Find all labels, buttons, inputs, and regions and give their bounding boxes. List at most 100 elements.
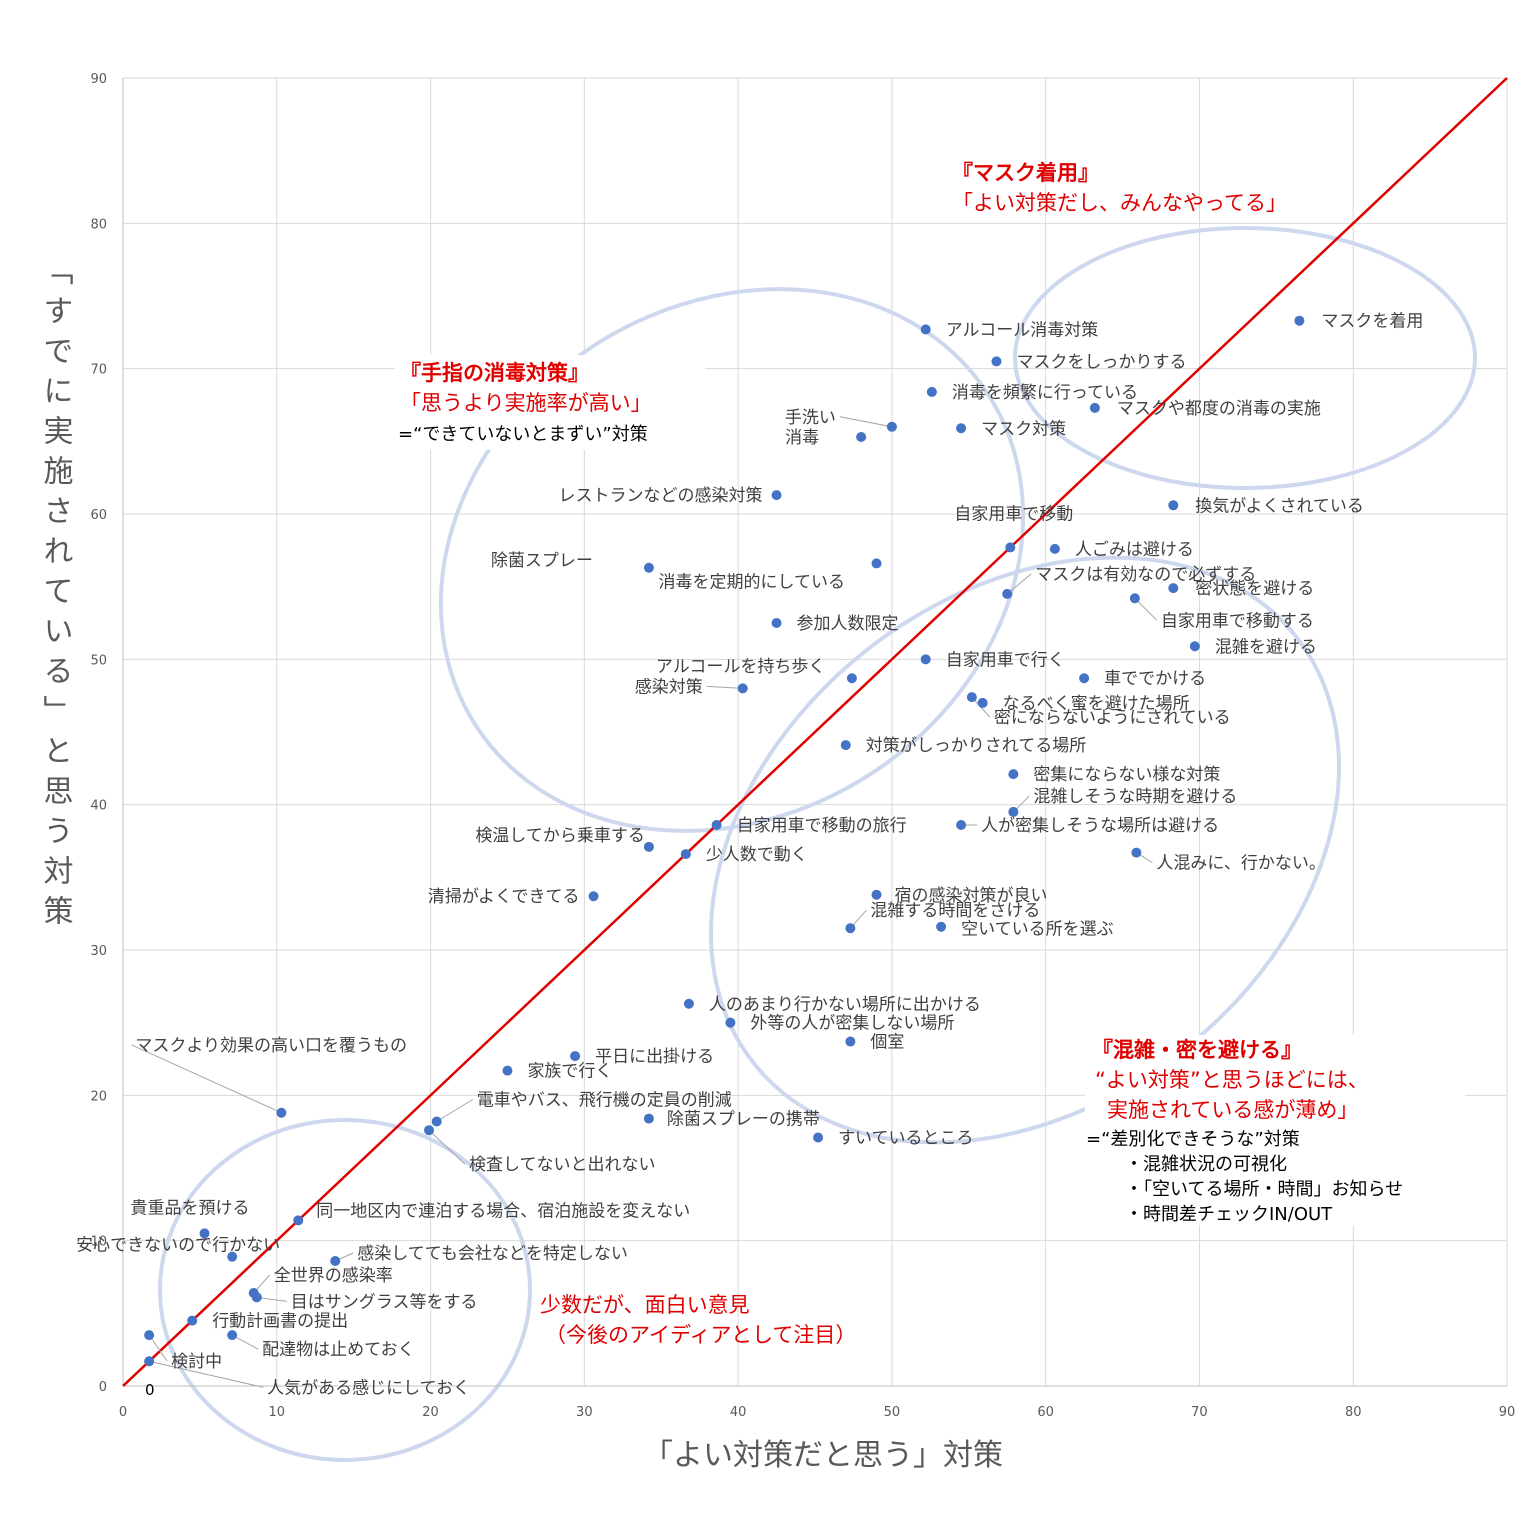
data-point <box>502 1065 513 1076</box>
point-label: 自家用車で移動する <box>1161 611 1314 631</box>
leader-line <box>131 1044 282 1114</box>
leader-line <box>839 416 892 428</box>
data-point <box>845 1036 856 1047</box>
point-label: マスクを着用 <box>1321 312 1423 332</box>
data-point <box>1168 500 1179 511</box>
point-label: 目はサングラス等をする <box>291 1292 478 1312</box>
annotation-minority-line1: 少数だが、面白い意見 <box>540 1293 750 1317</box>
point-label: なるべく蜜を避けた場所 <box>1003 694 1190 714</box>
data-point <box>1049 543 1060 554</box>
point-label: 人気がある感じにしておく <box>267 1378 470 1398</box>
point-label: 家族で行く <box>527 1062 612 1082</box>
point-label: 検査してないと出れない <box>469 1155 656 1175</box>
point-label: 混雑を避ける <box>1215 637 1317 657</box>
leader-line <box>148 1334 168 1362</box>
data-point <box>199 1228 210 1239</box>
point-label: マスクをしっかりする <box>1016 352 1186 372</box>
data-point <box>856 431 867 442</box>
annotation-minority-line2: （今後のアイディアとして注目） <box>545 1323 856 1347</box>
y-tick-label: 40 <box>90 799 107 814</box>
y-tick-label: 60 <box>90 508 107 523</box>
point-label: 混雑する時間をさける <box>870 901 1040 921</box>
data-point <box>1008 806 1019 817</box>
data-point <box>711 820 722 831</box>
data-point <box>1294 315 1305 326</box>
data-point <box>737 683 748 694</box>
leader-line <box>1006 573 1032 595</box>
data-point <box>1131 847 1142 858</box>
point-label: 安心できないので行かない <box>76 1236 280 1256</box>
data-point <box>251 1292 262 1303</box>
point-label: マスク対策 <box>981 419 1066 439</box>
reference-diagonal-line <box>122 77 1508 1387</box>
x-tick-label: 10 <box>269 1405 286 1420</box>
annotation-crowd-bullet3: ・時間差チェックIN/OUT <box>1125 1204 1333 1225</box>
y-tick-label: 70 <box>90 363 107 378</box>
data-point <box>144 1330 155 1341</box>
data-point <box>920 654 931 665</box>
point-label: 密にならないようにされている <box>994 708 1231 728</box>
data-point <box>926 386 937 397</box>
leader-line <box>256 1296 287 1302</box>
point-label: 清掃がよくできてる <box>428 887 580 907</box>
data-point <box>977 697 988 708</box>
point-label: 配達物は止めておく <box>262 1340 415 1360</box>
data-point <box>886 421 897 432</box>
data-point <box>680 849 691 860</box>
x-tick-label: 70 <box>1191 1405 1208 1420</box>
x-tick-label: 20 <box>422 1405 439 1420</box>
point-label: 少人数で動く <box>706 845 808 865</box>
x-tick-label: 0 <box>119 1405 127 1420</box>
annotation-hand-line2: =“できていないとまずい”対策 <box>398 424 648 445</box>
annotation-crowd-bg <box>1085 1035 1465 1225</box>
point-label: 貴重品を預ける <box>131 1198 250 1218</box>
point-label: 自家用車で移動の旅行 <box>737 816 907 836</box>
point-label: 手洗い <box>785 408 836 428</box>
data-point <box>1168 583 1179 594</box>
data-point <box>1189 641 1200 652</box>
leader-line <box>436 1099 473 1122</box>
annotation-crowd-title: 『混雑・密を避ける』 <box>1092 1038 1302 1062</box>
data-point <box>276 1107 287 1118</box>
y-tick-label: 10 <box>90 1235 107 1250</box>
annotation-crowd-bullet2: ・「空いてる場所・時間」お知らせ <box>1125 1179 1403 1200</box>
point-label: 電車やバス、飛行機の定員の削減 <box>477 1090 732 1110</box>
point-label: 密集にならない様な対策 <box>1033 765 1220 785</box>
data-point <box>840 740 851 751</box>
data-point <box>588 891 599 902</box>
point-label: 外等の人が密集しない場所 <box>750 1014 954 1034</box>
point-label: 検温してから乗車する <box>475 826 645 846</box>
point-label: マスクや都度の消毒の実施 <box>1117 399 1321 419</box>
data-point <box>771 490 782 501</box>
point-label: 全世界の感染率 <box>274 1266 393 1286</box>
leader-line <box>706 685 743 689</box>
data-point <box>956 423 967 434</box>
data-point <box>293 1215 304 1226</box>
point-label: すいているところ <box>838 1128 974 1148</box>
point-label: 人混みに、行かない。 <box>1156 854 1326 874</box>
point-label: 人のあまり行かない場所に出かける <box>709 995 981 1015</box>
point-label: 混雑しそうな時期を避ける <box>1033 787 1237 807</box>
point-label: 空いている所を選ぶ <box>961 920 1114 940</box>
annotation-hand: 『手指の消毒対策』 「思うより実施率が高い」 =“できていないとまずい”対策 <box>395 355 705 450</box>
point-label: 除菌スプレーの携帯 <box>667 1110 820 1130</box>
x-tick-label: 40 <box>730 1405 747 1420</box>
point-label: 消毒 <box>785 428 819 448</box>
point-label: 感染してても会社などを特定しない <box>357 1244 628 1264</box>
annotation-mask-title: 『マスク着用』 <box>952 161 1099 185</box>
point-label: 除菌スプレー <box>491 551 593 571</box>
point-label: 個室 <box>870 1033 904 1053</box>
data-point <box>1129 593 1140 604</box>
data-point <box>936 921 947 932</box>
data-point <box>1002 588 1013 599</box>
point-label: 換気がよくされている <box>1195 496 1364 516</box>
data-points <box>144 315 1305 1367</box>
point-label: 感染対策 <box>635 677 703 697</box>
point-label: 宿の感染対策が良い <box>895 886 1048 906</box>
annotation-crowd-line1: “よい対策”と思うほどには、 <box>1095 1068 1369 1092</box>
x-tick-label: 30 <box>576 1405 593 1420</box>
annotation-minority: 少数だが、面白い意見 （今後のアイディアとして注目） <box>540 1293 856 1347</box>
ellipse-minority-cluster <box>158 1118 532 1462</box>
point-label: 消毒を頻繁に行っている <box>952 383 1138 403</box>
